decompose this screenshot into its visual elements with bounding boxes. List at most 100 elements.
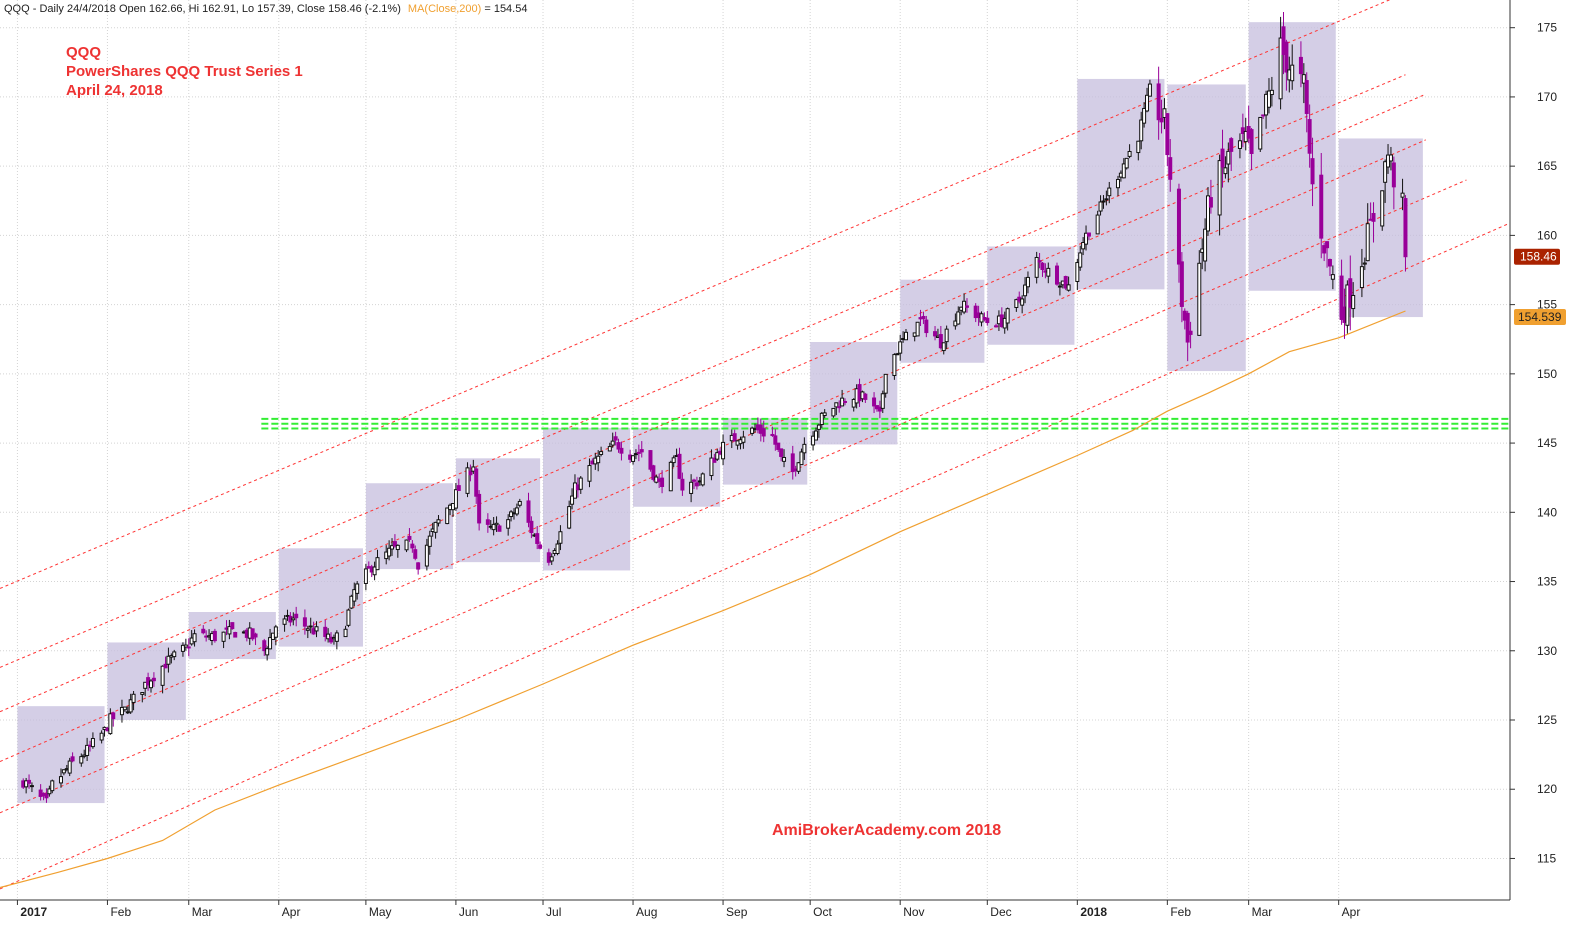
candle-body (1391, 162, 1396, 188)
candle-body (904, 331, 908, 341)
candle-body (1319, 174, 1324, 239)
candle-body (410, 543, 415, 549)
candle-body (1040, 262, 1045, 270)
candle-body (494, 522, 499, 526)
candle-body (1330, 274, 1335, 280)
candle-body (1383, 161, 1388, 183)
x-tick-label: Apr (282, 905, 301, 919)
candle-body (90, 738, 95, 748)
month-range-box (365, 483, 453, 570)
candle-body (1339, 275, 1344, 320)
candle-body (1240, 127, 1245, 134)
candle-body (877, 406, 882, 412)
candle-body (1307, 119, 1312, 154)
candle-body (1223, 167, 1228, 175)
candle-body (741, 436, 746, 443)
ma-price-badge: 154.539 (1514, 308, 1566, 325)
candle-body (1025, 276, 1030, 288)
candle-body (898, 341, 903, 354)
candle-body (160, 665, 165, 686)
candle-body (413, 549, 418, 559)
candle-body (895, 353, 900, 356)
candle-body (607, 446, 612, 452)
candle-body (709, 457, 714, 477)
candle-body (1101, 200, 1106, 203)
candle-body (1266, 90, 1271, 108)
x-tick-label: Jun (459, 905, 478, 919)
candle-body (872, 397, 877, 407)
watermark: AmiBrokerAcademy.com 2018 (772, 822, 1001, 839)
candle-body (526, 500, 531, 523)
candle-body (1057, 285, 1062, 288)
candle-body (567, 506, 572, 529)
candle-body (944, 328, 949, 343)
candle-body (535, 533, 540, 544)
candle-body (1327, 258, 1332, 267)
candle-body (79, 756, 84, 764)
candle-body (619, 447, 624, 454)
candle-body (1258, 116, 1263, 150)
y-tick-label: 115 (1537, 851, 1556, 865)
candle-body (456, 485, 461, 491)
candle-body (506, 519, 511, 529)
candle-body (779, 448, 784, 457)
x-tick-label: 2018 (1080, 905, 1107, 919)
candle-body (227, 626, 232, 635)
channel-line (0, 74, 1406, 668)
candle-body (689, 481, 694, 494)
x-tick-label: Jul (546, 905, 561, 919)
candle-body (85, 744, 90, 756)
candle-body (938, 334, 943, 349)
candle-body (1107, 187, 1112, 197)
candle-body (427, 535, 432, 547)
candle-body (776, 442, 781, 450)
candle-body (1403, 198, 1408, 258)
candle-body (1208, 197, 1213, 208)
candle-body (517, 500, 522, 506)
candle-body (700, 473, 705, 486)
candle-body (790, 453, 795, 473)
candle-body (921, 315, 926, 320)
candle-body (24, 780, 29, 788)
candle-body (151, 677, 156, 682)
x-tick-label: Feb (110, 905, 131, 919)
candle-body (61, 769, 66, 774)
channel-line (0, 179, 1467, 814)
candle-body (1014, 299, 1019, 308)
y-tick-label: 135 (1537, 575, 1557, 589)
candle-body (572, 482, 577, 499)
candle-body (599, 451, 604, 455)
candle-body (558, 531, 563, 544)
candle-body (694, 482, 699, 487)
candle-body (326, 633, 331, 640)
close-badge-label: 158.46 (1520, 250, 1557, 264)
candle-body (1359, 266, 1364, 289)
candle-body (1226, 150, 1231, 165)
candle-body (1203, 228, 1208, 262)
channel-line (0, 0, 1391, 589)
y-tick-label: 165 (1537, 159, 1557, 173)
candle-body (651, 465, 656, 480)
candle-body (390, 545, 395, 550)
candle-body (1098, 201, 1103, 212)
x-tick-label: 2017 (20, 905, 47, 919)
candle-body (1249, 129, 1254, 154)
support-line (261, 417, 1510, 430)
candle-body (1075, 262, 1080, 282)
candle-body (837, 406, 842, 409)
candle-body (1121, 163, 1126, 179)
candle-body (570, 495, 575, 505)
month-range-box (278, 548, 363, 647)
candle-body (433, 521, 438, 533)
candle-body (692, 479, 697, 482)
candle-body (933, 331, 938, 337)
candle-body (323, 626, 328, 637)
candle-body (253, 633, 258, 638)
candle-body (1388, 154, 1393, 162)
candle-body (273, 626, 278, 638)
candle-body (1086, 232, 1091, 237)
chart-title-symbol: QQQ (66, 44, 101, 61)
candle-body (387, 547, 392, 557)
y-tick-label: 175 (1537, 21, 1557, 35)
